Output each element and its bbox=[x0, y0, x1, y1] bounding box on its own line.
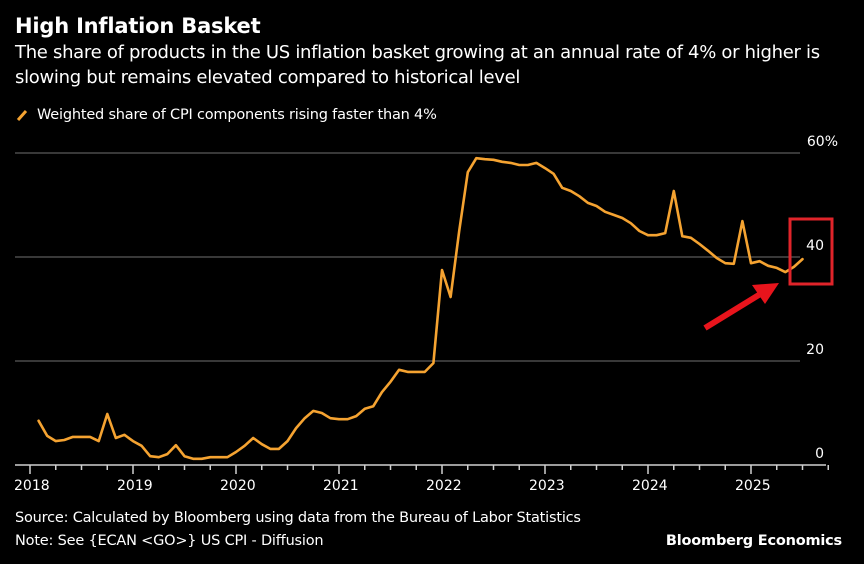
x-tick-label: 2021 bbox=[323, 478, 359, 494]
arrow-shaft bbox=[703, 290, 764, 331]
series-line bbox=[37, 156, 804, 461]
chart-title: High Inflation Basket bbox=[15, 14, 261, 38]
highlight-box bbox=[788, 217, 834, 286]
x-tick-label: 2023 bbox=[529, 478, 565, 494]
chart-subtitle: The share of products in the US inflatio… bbox=[15, 42, 820, 88]
legend-line-icon bbox=[16, 110, 28, 121]
x-tick-label: 2024 bbox=[632, 478, 668, 494]
x-tick-label: 2018 bbox=[14, 478, 50, 494]
x-tick-label: 2025 bbox=[735, 478, 771, 494]
series-layer bbox=[37, 156, 804, 461]
x-axis: 2018 2019 2020 2021 2022 2023 2024 2025 bbox=[14, 464, 829, 494]
gridlines bbox=[15, 152, 800, 362]
legend: Weighted share of CPI components rising … bbox=[15, 107, 437, 123]
x-tick-label: 2019 bbox=[117, 478, 153, 494]
arrow-head-icon bbox=[752, 283, 779, 304]
legend-label: Weighted share of CPI components rising … bbox=[37, 107, 437, 123]
y-tick-label: 60% bbox=[807, 134, 838, 150]
y-tick-label: 20 bbox=[806, 342, 824, 358]
x-tick-label: 2020 bbox=[220, 478, 256, 494]
brand-label: Bloomberg Economics bbox=[665, 533, 842, 549]
footnote: Note: See {ECAN <GO>} US CPI - Diffusion bbox=[15, 533, 324, 549]
y-tick-label: 40 bbox=[806, 238, 824, 254]
y-axis-labels: 0 20 40 60% bbox=[806, 134, 838, 462]
y-tick-label: 0 bbox=[815, 446, 824, 462]
annotations bbox=[703, 217, 834, 331]
source-note: Source: Calculated by Bloomberg using da… bbox=[15, 510, 581, 526]
x-tick-label: 2022 bbox=[426, 478, 462, 494]
